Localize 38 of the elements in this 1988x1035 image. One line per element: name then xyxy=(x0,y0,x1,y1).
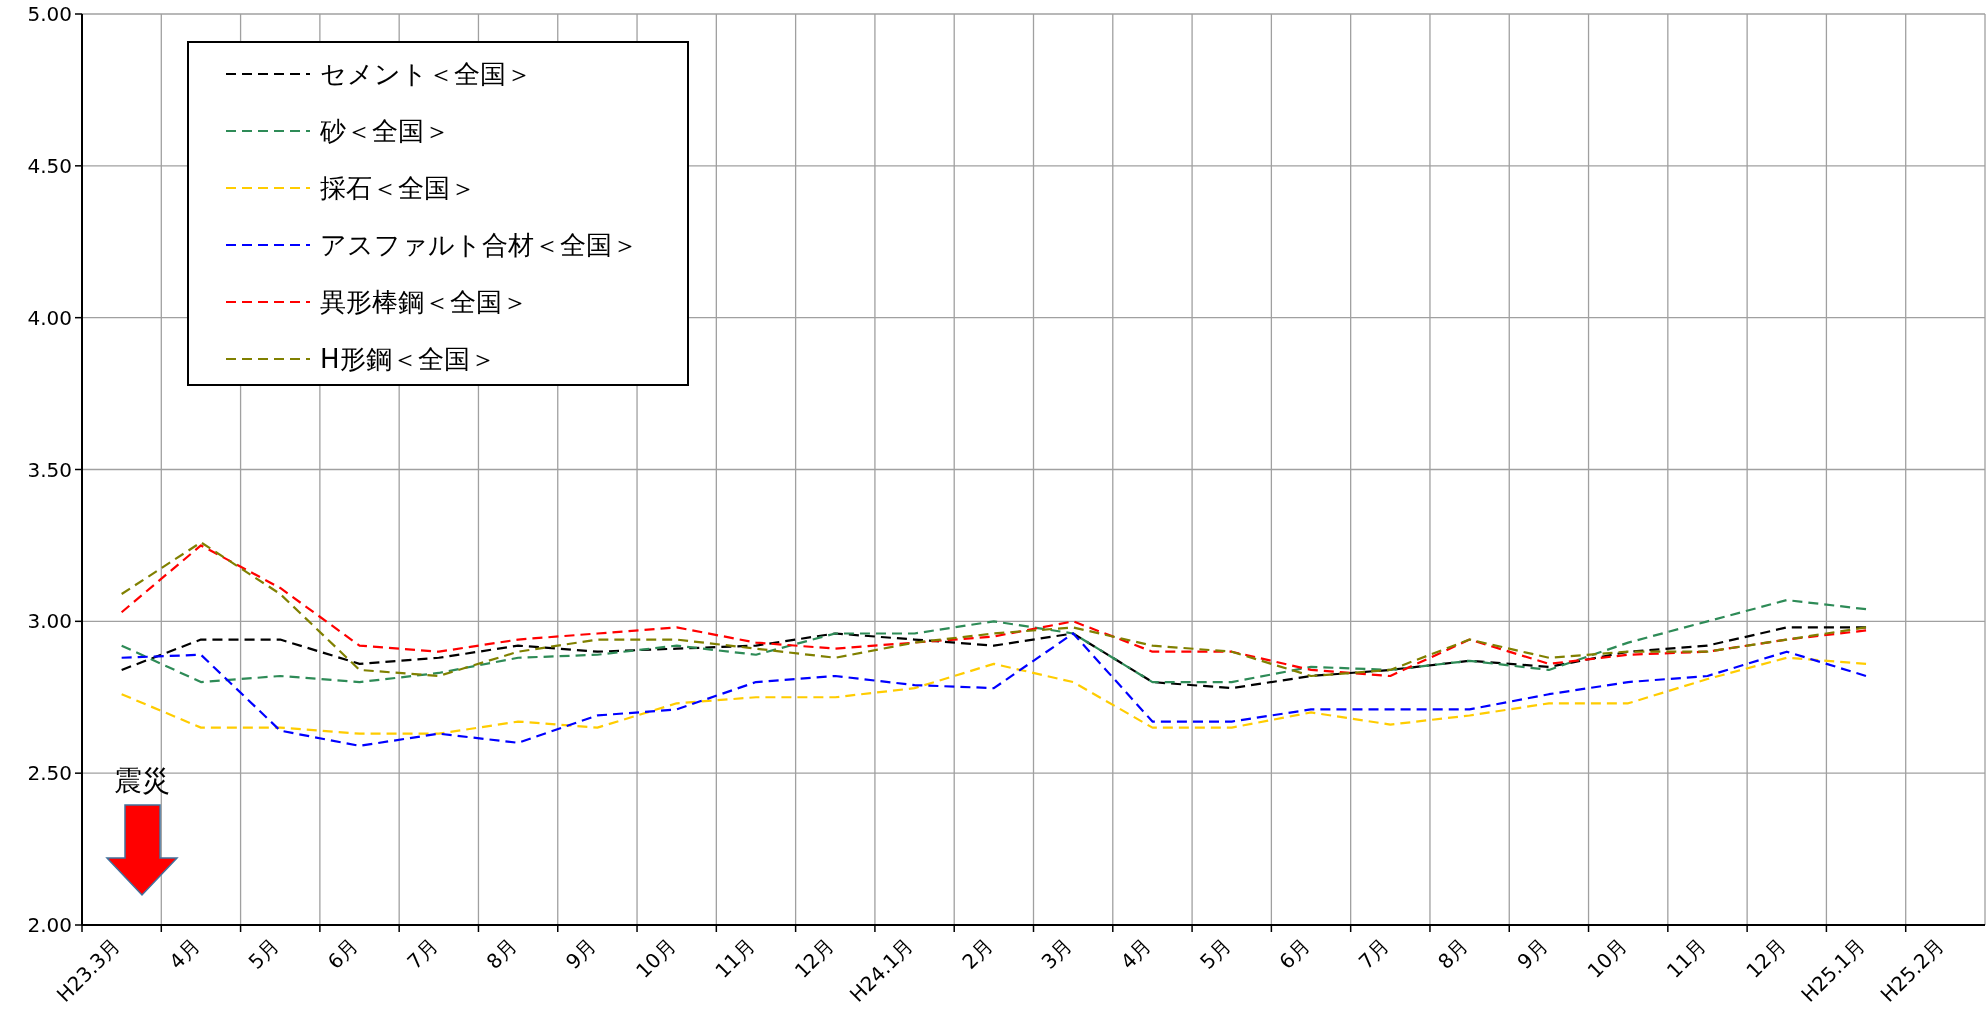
y-tick-label: 2.00 xyxy=(27,913,72,937)
x-tick-label: 4月 xyxy=(164,933,205,974)
x-tick-label: 10月 xyxy=(631,933,681,983)
x-tick-label: 11月 xyxy=(710,933,760,983)
legend-label: セメント＜全国＞ xyxy=(320,59,532,89)
x-tick-label: 5月 xyxy=(243,933,284,974)
y-tick-label: 4.00 xyxy=(27,305,72,330)
x-tick-label: 9月 xyxy=(1512,933,1553,974)
x-tick-label: 10月 xyxy=(1582,933,1632,983)
line-series xyxy=(120,656,1868,735)
x-tick-label: 9月 xyxy=(560,933,601,974)
y-tick-label: 2.50 xyxy=(27,761,72,786)
y-tick-label: 3.00 xyxy=(27,609,72,634)
line-series xyxy=(120,626,1868,690)
x-tick-label: 6月 xyxy=(1274,933,1315,974)
x-tick-label: 12月 xyxy=(1741,933,1791,983)
x-tick-label: 7月 xyxy=(402,933,443,974)
x-tick-label: 4月 xyxy=(1115,933,1156,974)
y-tick-label: 4.50 xyxy=(27,153,72,178)
y-tick-label: 5.00 xyxy=(27,2,72,26)
line-series xyxy=(120,632,1868,747)
legend-label: H形鋼＜全国＞ xyxy=(320,344,496,374)
legend-label: 採石＜全国＞ xyxy=(320,173,476,203)
x-tick-label: 12月 xyxy=(789,933,839,983)
legend-label: アスファルト合材＜全国＞ xyxy=(320,230,638,260)
x-tick-label: 5月 xyxy=(1195,933,1236,974)
line-series xyxy=(120,598,1868,684)
legend-label: 砂＜全国＞ xyxy=(319,116,450,146)
legend-label: 異形棒鋼＜全国＞ xyxy=(320,287,528,317)
y-tick-label: 3.50 xyxy=(27,457,72,482)
x-tick-label: 2月 xyxy=(957,933,998,974)
x-tick-label: 3月 xyxy=(1036,933,1077,974)
x-tick-label: 8月 xyxy=(1433,933,1474,974)
x-tick-label: 7月 xyxy=(1353,933,1394,974)
annotation: 震災 xyxy=(114,764,170,797)
x-tick-label: 8月 xyxy=(481,933,522,974)
x-tick-label: 11月 xyxy=(1661,933,1712,983)
x-tick-label: 6月 xyxy=(322,933,364,974)
